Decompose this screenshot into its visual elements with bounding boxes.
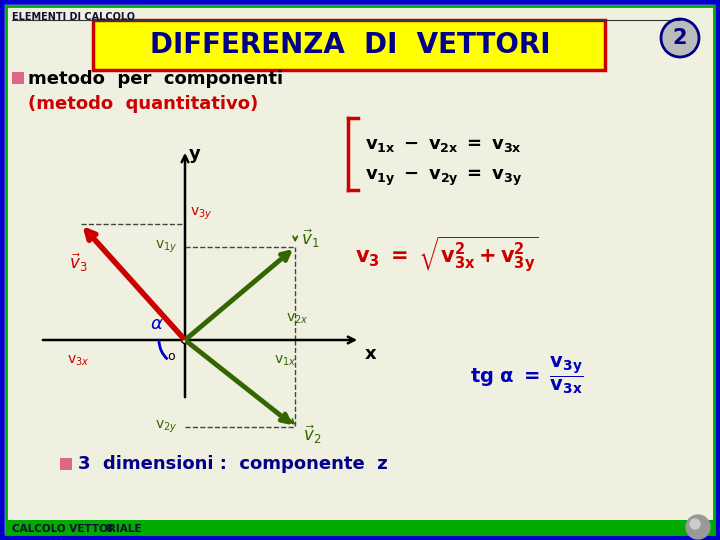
Text: (metodo  quantitativo): (metodo quantitativo) [28,95,258,113]
Text: $\mathbf{v_{1y}\ -\ v_{2y}\ =\ v_{3y}}$: $\mathbf{v_{1y}\ -\ v_{2y}\ =\ v_{3y}}$ [365,168,522,188]
Circle shape [661,19,699,57]
Text: metodo  per  componenti: metodo per componenti [28,70,283,88]
Text: $\mathbf{v_3\ =\ \sqrt{v_{3x}^2 + v_{3y}^2}}$: $\mathbf{v_3\ =\ \sqrt{v_{3x}^2 + v_{3y}… [355,235,539,275]
Text: v$_{2x}$: v$_{2x}$ [286,312,308,326]
Circle shape [686,515,710,539]
Text: $\mathbf{tg\ \alpha\ =\ \dfrac{v_{3y}}{v_{3x}}}$: $\mathbf{tg\ \alpha\ =\ \dfrac{v_{3y}}{v… [470,354,583,396]
Text: 2: 2 [672,28,688,48]
Text: CALCOLO VETTORIALE: CALCOLO VETTORIALE [12,524,142,534]
Text: x: x [365,345,377,363]
Text: v$_{1x}$: v$_{1x}$ [274,354,297,368]
Text: $\vec{v}_3$: $\vec{v}_3$ [69,252,88,274]
Circle shape [690,519,700,529]
Text: $\alpha$: $\alpha$ [150,315,164,333]
Text: o: o [167,350,175,363]
Bar [60,458,72,470]
Bar [6,520,714,534]
Text: v$_{1y}$: v$_{1y}$ [155,239,177,255]
Circle shape [181,336,189,343]
Text: $\vec{v}_2$: $\vec{v}_2$ [303,424,321,446]
Text: 8: 8 [105,524,112,534]
Text: ELEMENTI DI CALCOLO: ELEMENTI DI CALCOLO [12,12,135,22]
Text: v$_{3y}$: v$_{3y}$ [190,206,212,222]
Text: $\vec{v}_1$: $\vec{v}_1$ [301,228,320,251]
Text: y: y [189,145,201,163]
Bar [12,72,24,84]
Text: DIFFERENZA  DI  VETTORI: DIFFERENZA DI VETTORI [150,31,550,59]
Text: v$_{3x}$: v$_{3x}$ [68,354,90,368]
Text: v$_{2y}$: v$_{2y}$ [155,419,177,435]
Text: $\mathbf{v_{1x}\ -\ v_{2x}\ =\ v_{3x}}$: $\mathbf{v_{1x}\ -\ v_{2x}\ =\ v_{3x}}$ [365,136,522,154]
Text: 3  dimensioni :  componente  z: 3 dimensioni : componente z [78,455,388,473]
FancyBboxPatch shape [93,20,605,70]
